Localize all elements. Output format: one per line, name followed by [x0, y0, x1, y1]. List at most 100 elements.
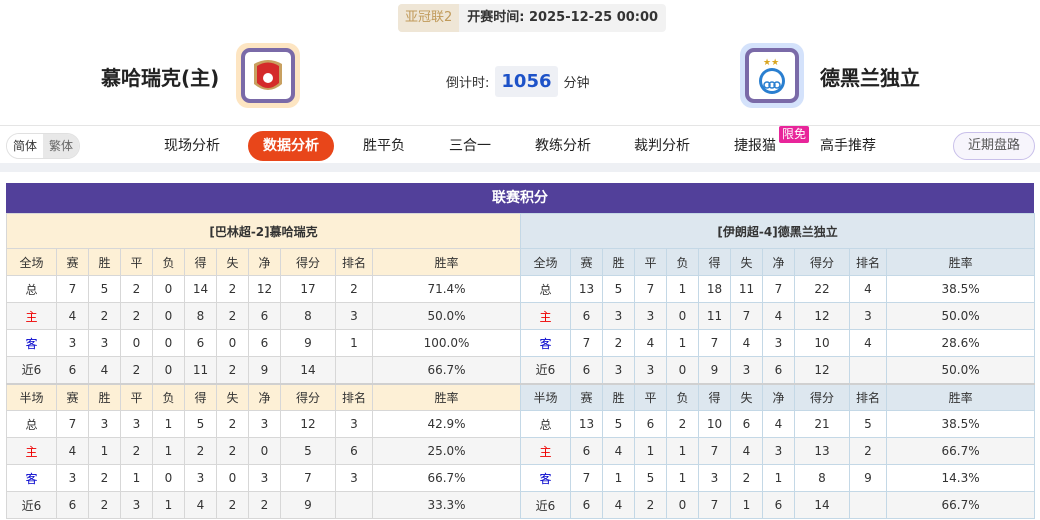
stat-cell: 13	[570, 410, 603, 438]
nav-item-three-in-one[interactable]: 三合一	[449, 138, 491, 154]
column-header: 得分	[794, 248, 850, 276]
stat-cell: 7	[56, 410, 89, 438]
column-header: 排名	[335, 248, 373, 276]
countdown: 倒计时: 1056 分钟	[446, 66, 590, 97]
stat-cell: 9	[849, 464, 887, 492]
standings-title: 联赛积分	[6, 183, 1034, 213]
column-header: 胜率	[372, 248, 521, 276]
stat-cell: 21	[794, 410, 850, 438]
stat-cell: 10	[698, 410, 731, 438]
stat-cell: 50.0%	[372, 302, 521, 330]
stat-cell: 6	[184, 329, 217, 357]
stat-cell: 0	[216, 464, 249, 492]
table-row: 主 6 4 1 1 7 4 3 13 2 66.7%	[520, 437, 1036, 465]
stat-cell: 8	[184, 302, 217, 330]
column-header: 胜	[88, 248, 121, 276]
stat-cell: 2	[216, 302, 249, 330]
stat-cell: 7	[56, 275, 89, 303]
stat-cell: 42.9%	[372, 410, 521, 438]
stat-cell: 0	[666, 356, 699, 384]
lang-simplified[interactable]: 简体	[7, 134, 44, 158]
stat-cell: 0	[152, 464, 185, 492]
stat-cell: 50.0%	[885, 356, 1036, 384]
stat-cell: 0	[248, 437, 281, 465]
column-header: 负	[152, 248, 185, 276]
stat-cell: 2	[88, 302, 121, 330]
league-label[interactable]: 亚冠联2	[398, 4, 460, 32]
column-header: 平	[634, 248, 667, 276]
stat-cell: 11	[184, 356, 217, 384]
column-header: 胜率	[372, 382, 521, 411]
nav-item-jiebaomao[interactable]: 捷报猫	[734, 138, 776, 154]
row-label: 客	[520, 464, 571, 492]
table-row: 客 3 2 1 0 3 0 3 7 3 66.7%	[6, 464, 521, 492]
column-header: 平	[120, 382, 153, 411]
row-label: 近6	[6, 491, 57, 519]
row-label: 近6	[520, 356, 571, 384]
stat-cell: 0	[152, 329, 185, 357]
column-header: 得分	[794, 382, 850, 411]
stat-cell: 6	[762, 356, 795, 384]
recent-odds-button[interactable]: 近期盘路	[953, 132, 1035, 160]
column-header: 胜	[88, 382, 121, 411]
lang-traditional[interactable]: 繁体	[43, 134, 80, 158]
kickoff-time: 2025-12-25 00:00	[529, 10, 659, 25]
stat-cell: 2	[120, 356, 153, 384]
stat-cell: 1	[730, 491, 763, 519]
row-label: 近6	[6, 356, 57, 384]
stat-cell: 0	[152, 356, 185, 384]
stat-cell	[849, 491, 887, 519]
stat-cell: 14	[184, 275, 217, 303]
row-label: 近6	[520, 491, 571, 519]
nav-item-referee-analysis[interactable]: 裁判分析	[634, 138, 690, 154]
stat-cell: 2	[184, 437, 217, 465]
row-label: 客	[520, 329, 571, 357]
language-toggle: 简体 繁体	[6, 133, 81, 159]
column-header: 净	[248, 382, 281, 411]
stat-cell: 3	[335, 464, 373, 492]
stat-cell: 12	[794, 302, 850, 330]
column-header: 失	[730, 248, 763, 276]
nav-item-1x2[interactable]: 胜平负	[363, 138, 405, 154]
nav-item-coach-analysis[interactable]: 教练分析	[535, 138, 591, 154]
stat-cell: 3	[120, 491, 153, 519]
column-header: 得分	[280, 248, 336, 276]
stat-cell: 1	[120, 464, 153, 492]
stat-cell: 7	[698, 437, 731, 465]
countdown-value: 1056	[495, 66, 558, 97]
stat-cell: 33.3%	[372, 491, 521, 519]
stat-cell: 1	[335, 329, 373, 357]
column-header: 净	[762, 248, 795, 276]
stat-cell: 38.5%	[885, 410, 1036, 438]
stat-cell: 50.0%	[885, 302, 1036, 330]
column-header: 得	[698, 382, 731, 411]
stat-cell: 7	[762, 275, 795, 303]
nav-item-expert-picks[interactable]: 高手推荐	[820, 138, 876, 154]
table-row: 总 13 5 7 1 18 11 7 22 4 38.5%	[520, 275, 1036, 303]
stat-cell: 14.3%	[885, 464, 1036, 492]
stat-cell: 6	[570, 437, 603, 465]
home-team-logo[interactable]	[236, 43, 300, 108]
stat-cell: 1	[666, 437, 699, 465]
stat-cell: 4	[762, 410, 795, 438]
nav-item-data-analysis[interactable]: 数据分析	[248, 131, 334, 161]
table-row: 客 7 2 4 1 7 4 3 10 4 28.6%	[520, 329, 1036, 357]
stat-cell: 9	[280, 491, 336, 519]
stat-cell: 4	[602, 491, 635, 519]
nav-item-live-analysis[interactable]: 现场分析	[164, 138, 220, 154]
stat-cell: 0	[666, 302, 699, 330]
away-team-name[interactable]: 德黑兰独立	[820, 66, 920, 90]
stat-cell: 5	[849, 410, 887, 438]
stat-cell: 6	[570, 356, 603, 384]
column-header: 排名	[849, 382, 887, 411]
stat-cell: 8	[794, 464, 850, 492]
stat-cell: 5	[280, 437, 336, 465]
stat-cell: 2	[216, 275, 249, 303]
stat-cell: 10	[794, 329, 850, 357]
stat-cell: 2	[88, 464, 121, 492]
stat-cell: 4	[849, 329, 887, 357]
stat-cell: 22	[794, 275, 850, 303]
home-team-name[interactable]: 慕哈瑞克(主)	[101, 66, 220, 90]
column-header: 半场	[520, 382, 571, 411]
away-team-logo[interactable]: ★★	[740, 43, 804, 108]
